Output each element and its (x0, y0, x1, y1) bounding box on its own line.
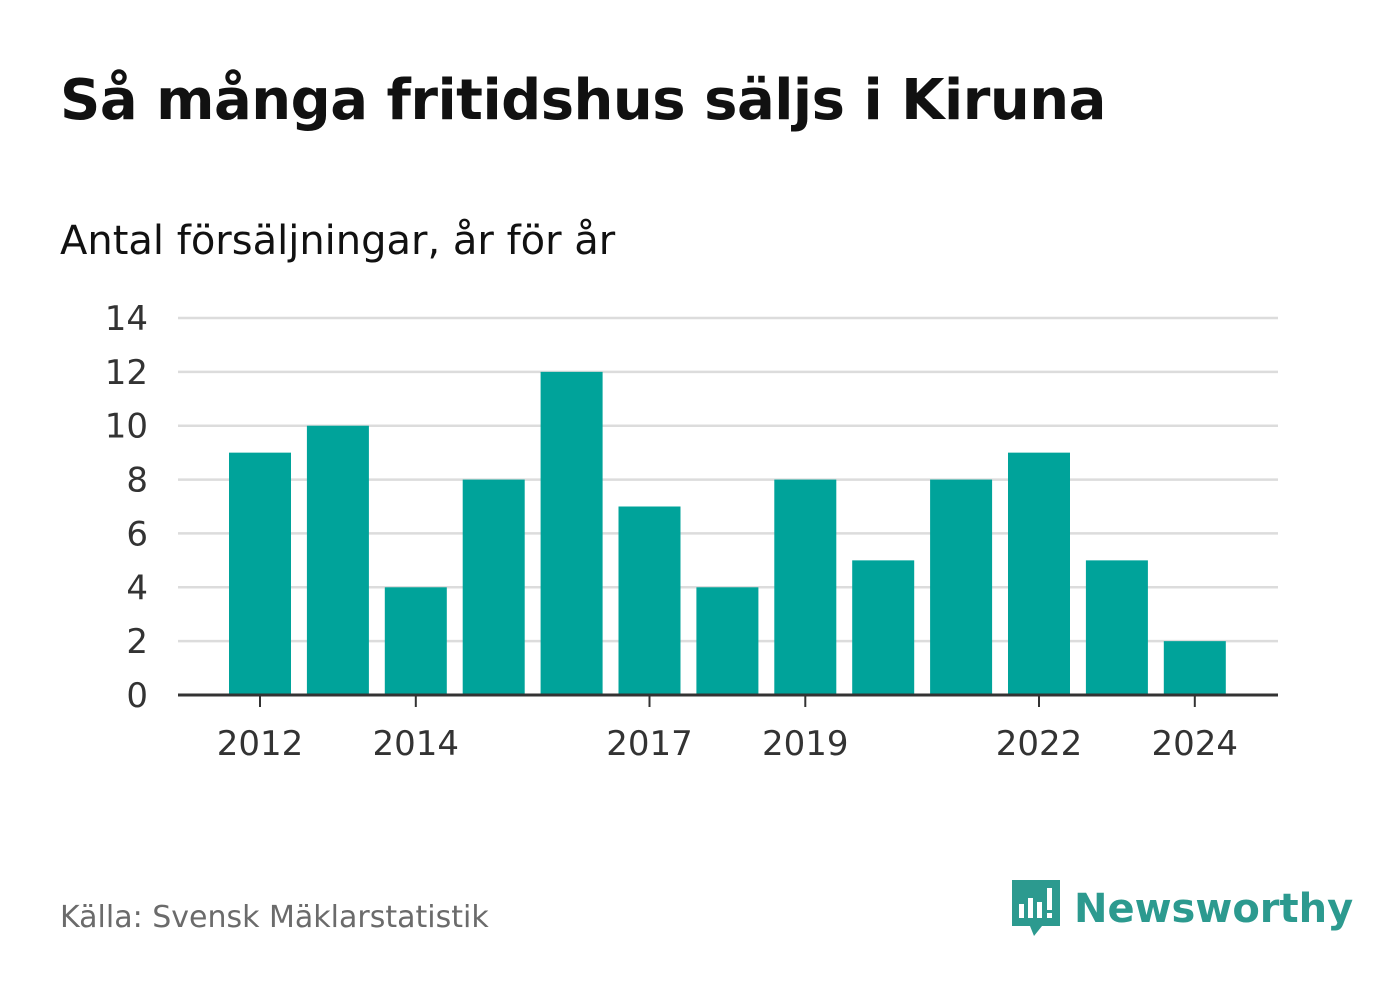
bar-2023 (1085, 560, 1148, 695)
bar-2013 (306, 425, 369, 695)
bar-2021 (930, 479, 993, 695)
source-note: Källa: Svensk Mäklarstatistik (60, 900, 489, 935)
newsworthy-logo: Newsworthy (1010, 878, 1353, 940)
chart-subtitle: Antal försäljningar, år för år (60, 218, 616, 264)
bar-2022 (1008, 452, 1070, 695)
bar-2016 (540, 371, 603, 695)
x-tick-label: 2019 (762, 724, 849, 764)
x-tick-label: 2017 (606, 724, 693, 764)
bar-2014 (384, 587, 447, 695)
y-tick-label: 10 (105, 407, 148, 447)
chart-title: Så många fritidshus säljs i Kiruna (60, 68, 1106, 133)
bar-2012 (229, 452, 291, 695)
bar-2019 (774, 479, 837, 695)
y-tick-label: 12 (105, 353, 148, 393)
y-tick-label: 0 (126, 676, 148, 716)
y-tick-label: 8 (126, 461, 148, 501)
bar-2017 (618, 506, 681, 695)
x-tick-label: 2022 (996, 724, 1083, 764)
newsworthy-logo-icon (1012, 880, 1060, 936)
x-tick-label: 2012 (217, 724, 304, 764)
y-tick-label: 2 (126, 622, 148, 662)
y-tick-label: 4 (126, 568, 148, 608)
bar-2024 (1163, 641, 1226, 695)
axes: 0 2 4 6 8 10 12 14 2012 2014 2017 2019 2022 2024 (105, 299, 1278, 764)
y-tick-label: 6 (126, 514, 148, 554)
y-tick-label: 14 (105, 299, 148, 339)
x-tick-label: 2014 (373, 724, 460, 764)
bar-2018 (696, 587, 759, 695)
bar-2015 (462, 479, 525, 695)
x-tick-label: 2024 (1152, 724, 1239, 764)
bar-2020 (852, 560, 915, 695)
bars (229, 371, 1226, 695)
bar-chart: 0 2 4 6 8 10 12 14 2012 2014 2017 2019 2022 2024 (105, 299, 1278, 764)
brand-name: Newsworthy (1074, 886, 1354, 932)
